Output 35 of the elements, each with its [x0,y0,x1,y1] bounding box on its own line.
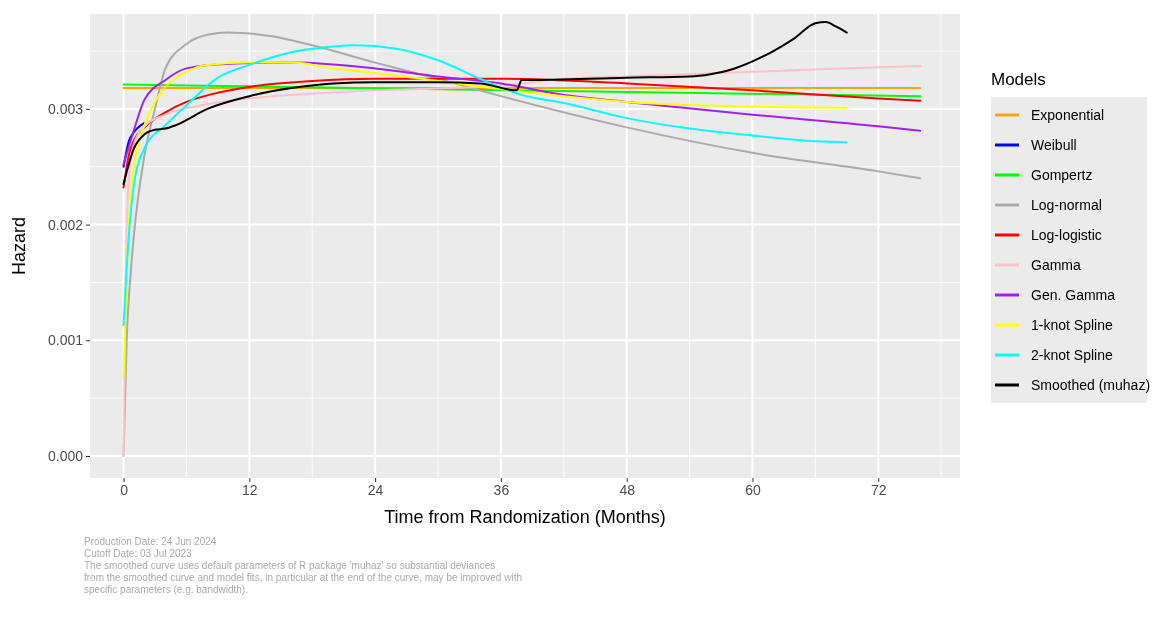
x-tick-label: 12 [242,481,258,498]
line-series [122,77,922,189]
legend-label: Exponential [1031,107,1105,123]
line-series [122,121,146,168]
legend-label: 1-knot Spline [1031,317,1113,333]
x-tick-label: 0 [120,481,129,498]
x-tick-label: 48 [619,481,636,498]
line-series [122,61,922,166]
legend-label: Gompertz [1031,167,1093,183]
line-series [122,61,848,379]
y-tick-label: 0.002 [47,216,84,233]
line-series [122,44,848,327]
text: The smoothed curve uses default parameters of R package 'muhaz' so substantial deviances [84,560,496,571]
text: from the smoothed curve and model fits, in particular at the end of the curve, may be improved with [84,572,522,583]
text: Cutoff Date: 03 Jul 2023 [84,548,193,559]
y-tick-label: 0.000 [47,447,84,464]
legend-label: Gamma [1031,257,1081,273]
line-series [122,21,848,186]
x-tick-label: 60 [745,481,761,498]
legend-label: Log-logistic [1031,227,1102,243]
legend-label: Log-normal [1031,197,1102,213]
x-tick-label: 72 [870,481,887,498]
y-tick-label: 0.001 [47,332,84,349]
legend-label: Weibull [1031,137,1077,153]
x-tick-label: 36 [493,481,510,498]
legend-label: 2-knot Spline [1031,347,1113,363]
legend-title: Models [991,70,1046,89]
legend-label: Gen. Gamma [1031,287,1116,303]
y-tick-label: 0.003 [47,100,84,117]
legend-label: Smoothed (muhaz) [1031,377,1151,393]
y-axis-title: Hazard [9,216,29,276]
text: specific parameters (e.g. bandwidth). [84,584,248,595]
text: Production Date: 24 Jun 2024 [84,536,217,547]
x-tick-label: 24 [367,481,384,498]
x-axis-title: Time from Randomization (Months) [384,507,666,527]
